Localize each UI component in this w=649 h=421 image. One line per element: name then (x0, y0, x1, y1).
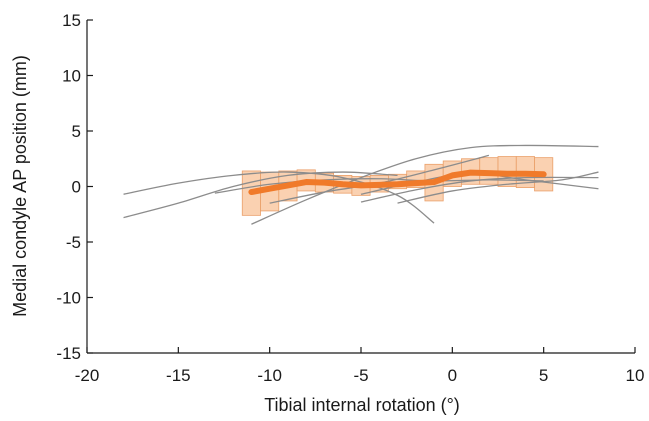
y-tick-label: 0 (72, 178, 81, 197)
x-tick-label: 0 (448, 366, 457, 385)
x-tick-label: 5 (539, 366, 548, 385)
x-tick-label: 10 (626, 366, 645, 385)
y-tick-label: -15 (56, 344, 81, 363)
x-tick-label: -15 (166, 366, 191, 385)
subject-line (251, 144, 599, 225)
tick-labels: -15 -10 -5 0 5 10 15 -20 -15 -10 -5 0 5 10 (56, 11, 644, 385)
x-tick-label: -5 (353, 366, 368, 385)
y-tick-label: -10 (56, 289, 81, 308)
x-tick-label: -10 (257, 366, 282, 385)
axes (86, 19, 636, 354)
mean-line-group (248, 169, 547, 196)
y-tick-label: -5 (66, 233, 81, 252)
y-axis-title: Medial condyle AP position (mm) (10, 55, 30, 317)
y-tick-label: 10 (62, 67, 81, 86)
subject-line (123, 171, 398, 219)
y-tick-label: 15 (62, 11, 81, 30)
x-tick-label: -20 (75, 366, 100, 385)
x-axis-title: Tibial internal rotation (°) (264, 395, 460, 415)
mean-line (248, 169, 547, 196)
subject-line (360, 176, 599, 203)
subject-line (123, 171, 435, 224)
subject-line (397, 171, 599, 204)
y-tick-label: 5 (72, 122, 81, 141)
